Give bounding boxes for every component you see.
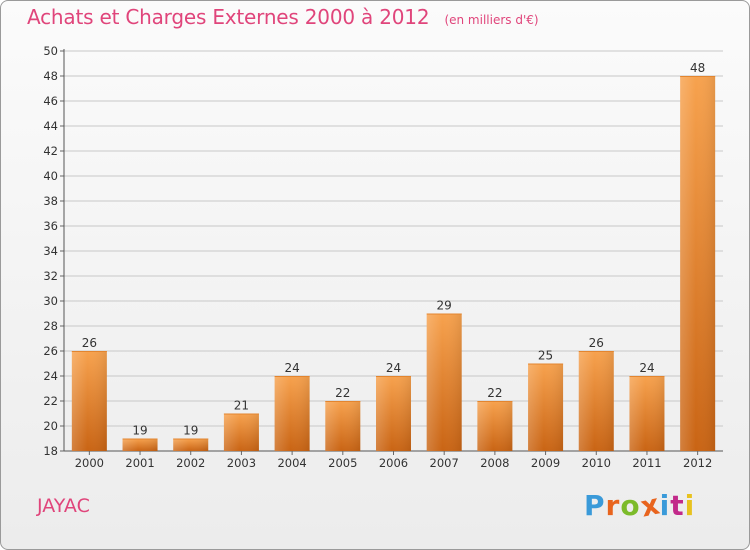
logo-letter: r — [605, 489, 621, 522]
x-tick-label: 2007 — [430, 456, 459, 470]
labels: 18 20 22 24 26 28 30 32 34 36 38 40 42 44 46 48 50 26 2000… — [43, 44, 712, 470]
x-tick-label: 2010 — [582, 456, 611, 470]
bar-shade — [274, 376, 310, 451]
bar-shade — [680, 76, 716, 451]
y-tick-label: 28 — [43, 319, 58, 333]
y-tick-label: 42 — [43, 144, 58, 158]
y-tick-label: 40 — [43, 169, 58, 183]
bar-value-label: 29 — [437, 299, 452, 313]
y-tick-label: 18 — [43, 444, 58, 458]
y-tick-label: 46 — [43, 94, 58, 108]
y-tick-label: 26 — [43, 344, 58, 358]
bar-value-label: 24 — [386, 361, 401, 375]
bar-value-label: 25 — [538, 349, 553, 363]
chart-unit: (en milliers d'€) — [444, 13, 539, 27]
y-tick-label: 32 — [43, 269, 58, 283]
bar-value-label: 26 — [82, 336, 97, 350]
y-tick-label: 22 — [43, 394, 58, 408]
title-row: Achats et Charges Externes 2000 à 2012 (… — [27, 5, 539, 29]
commune-name: JAYAC — [37, 495, 90, 517]
logo-letter: P — [584, 489, 606, 522]
logo-letter: i — [684, 489, 696, 522]
bar-value-label: 21 — [234, 399, 249, 413]
x-tick-label: 2002 — [176, 456, 205, 470]
bar-value-label: 48 — [690, 61, 705, 75]
y-tick-label: 50 — [43, 44, 58, 58]
bar-shade — [71, 351, 107, 451]
x-tick-label: 2004 — [277, 456, 306, 470]
y-tick-label: 44 — [43, 119, 58, 133]
y-tick-label: 38 — [43, 194, 58, 208]
y-tick-label: 48 — [43, 69, 58, 83]
bar-shade — [173, 438, 209, 451]
bar-shade — [578, 351, 614, 451]
bar-value-label: 19 — [183, 424, 198, 438]
bar-value-label: 19 — [132, 424, 147, 438]
bar-shade — [376, 376, 411, 451]
x-tick-label: 2006 — [379, 456, 408, 470]
bar-shade — [629, 376, 665, 451]
y-tick-label: 34 — [43, 244, 58, 258]
x-tick-label: 2008 — [480, 456, 509, 470]
bar-value-label: 24 — [284, 361, 299, 375]
y-tick-label: 36 — [43, 219, 58, 233]
y-tick-label: 24 — [43, 369, 58, 383]
logo-letter: t — [670, 489, 685, 522]
bar-value-label: 24 — [639, 361, 654, 375]
y-tick-label: 30 — [43, 294, 58, 308]
bar-shade — [223, 413, 259, 451]
bar-shade — [477, 401, 513, 451]
x-tick-label: 2009 — [531, 456, 560, 470]
x-tick-label: 2000 — [75, 456, 104, 470]
x-tick-label: 2012 — [683, 456, 712, 470]
bar-shade — [325, 401, 361, 451]
bar-value-label: 26 — [589, 336, 604, 350]
bar-shade — [528, 363, 564, 451]
logo-letter: i — [659, 489, 671, 522]
bars — [71, 76, 716, 451]
bar-shade — [122, 438, 158, 451]
chart-title: Achats et Charges Externes 2000 à 2012 — [27, 5, 430, 29]
bar-value-label: 22 — [487, 386, 502, 400]
x-tick-label: 2011 — [632, 456, 661, 470]
bar-value-label: 22 — [335, 386, 350, 400]
x-tick-label: 2003 — [227, 456, 256, 470]
proxiti-logo[interactable]: Proxiti — [584, 487, 696, 523]
logo-letter: o — [620, 489, 641, 522]
y-tick-label: 20 — [43, 419, 58, 433]
x-tick-label: 2005 — [328, 456, 357, 470]
bar-shade — [426, 313, 462, 451]
x-tick-label: 2001 — [125, 456, 154, 470]
